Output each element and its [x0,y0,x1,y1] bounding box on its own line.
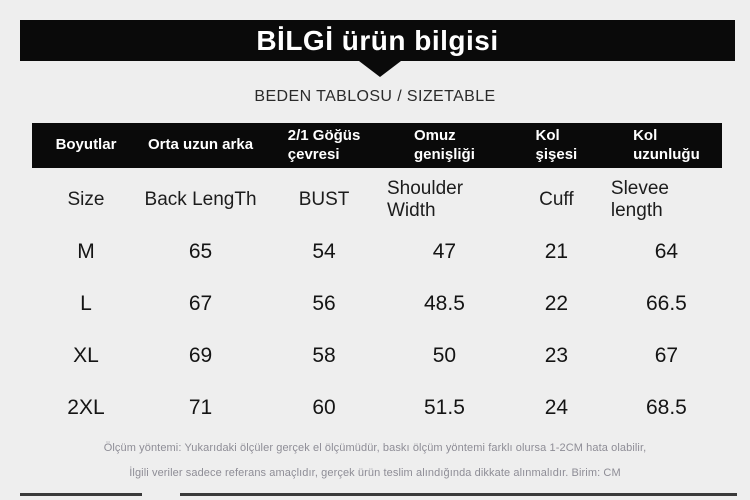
col-header-tr-shoulder: Omuz genişliği [414,126,475,163]
cell-bust: 54 [312,240,336,263]
col-header-tr-cuff: Kol şişesi [535,126,578,163]
size-table-heading: BEDEN TABLOSU / SIZETABLE [254,88,496,105]
col-header-tr-size: Boyutlar [55,136,117,154]
cell-size: M [77,240,95,263]
cell-shoulder: 51.5 [424,396,465,419]
table-header-english: Size Back LengTh BUST Shoulder Width Cuf… [32,178,722,221]
footnote-line-2: İlgili veriler sadece referans amaçlıdır… [129,467,621,479]
cell-size: 2XL [67,396,105,419]
col-header-en-bust: BUST [298,189,350,210]
down-arrow-icon [359,61,401,77]
page-title: BİLGİ ürün bilgisi [256,24,499,56]
cell-cuff: 22 [544,292,569,315]
footnote-line-1: Ölçüm yöntemi: Yukarıdaki ölçüler gerçek… [103,442,647,454]
cell-bust: 60 [312,396,336,419]
cell-cuff: 23 [544,344,569,367]
cell-back-length: 71 [188,396,213,419]
cell-back-length: 69 [188,344,213,367]
cell-bust: 56 [312,292,336,315]
col-header-en-cuff: Cuff [539,189,574,210]
col-header-tr-back-length: Orta uzun arka [148,136,254,154]
cell-size: XL [73,344,99,367]
cell-size: L [80,292,92,315]
bottom-divider-left [20,493,142,496]
cell-shoulder: 48.5 [424,292,465,315]
col-header-tr-sleeve: Kol uzunluğu [633,126,700,163]
table-row-m: M 65 54 47 21 64 [32,226,722,278]
cell-back-length: 65 [188,240,213,263]
col-header-en-size: Size [67,189,105,210]
cell-cuff: 21 [544,240,569,263]
cell-sleeve: 67 [654,344,679,367]
cell-back-length: 67 [188,292,213,315]
cell-cuff: 24 [544,396,569,419]
table-row-2xl: 2XL 71 60 51.5 24 68.5 [32,382,722,434]
cell-shoulder: 47 [432,240,457,263]
table-header-turkish: Boyutlar Orta uzun arka 2/1 Göğüs çevres… [32,123,722,168]
cell-sleeve: 66.5 [645,292,687,315]
cell-sleeve: 64 [654,240,679,263]
cell-bust: 58 [312,344,336,367]
table-row-xl: XL 69 58 50 23 67 [32,330,722,382]
col-header-en-shoulder: Shoulder Width [387,178,464,221]
col-header-en-back-length: Back LengTh [144,189,257,210]
col-header-tr-bust: 2/1 Göğüs çevresi [287,126,361,163]
table-row-l: L 67 56 48.5 22 66.5 [32,278,722,330]
cell-sleeve: 68.5 [645,396,687,419]
bottom-divider-right [180,493,737,496]
col-header-en-sleeve: Slevee length [610,178,669,221]
title-bar: BİLGİ ürün bilgisi [20,20,735,61]
cell-shoulder: 50 [432,344,457,367]
